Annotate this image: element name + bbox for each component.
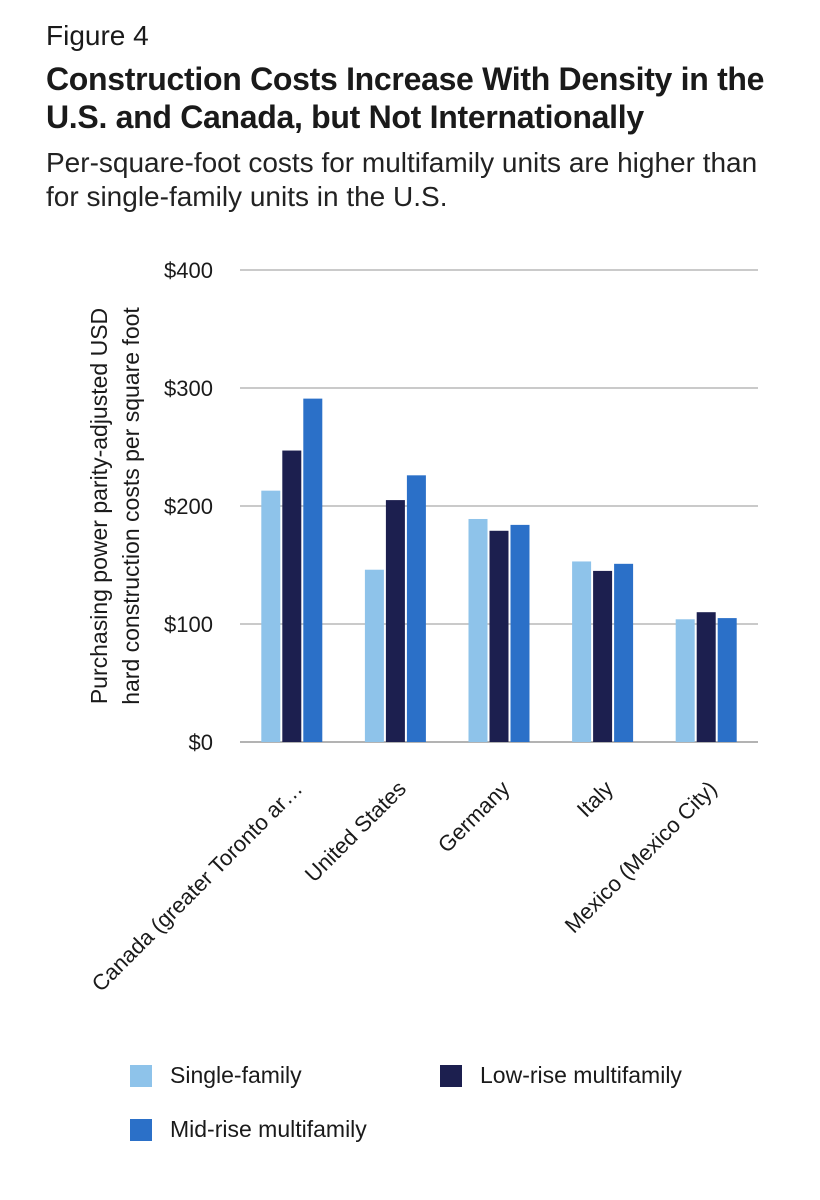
legend-label: Mid-rise multifamily <box>170 1116 367 1142</box>
x-tick-label: Canada (greater Toronto ar… <box>87 776 308 997</box>
legend-swatch <box>440 1064 462 1087</box>
legend: Single-family Low-rise multifamily Mid-ris… <box>130 1062 770 1172</box>
y-axis-label-line: Purchasing power parity-adjusted USD <box>86 308 112 704</box>
bar <box>282 450 302 742</box>
bar <box>572 561 592 742</box>
legend-swatch <box>130 1118 152 1141</box>
y-tick-label: $200 <box>164 494 213 519</box>
y-tick-label: $300 <box>164 376 213 401</box>
y-tick-label: $100 <box>164 612 213 637</box>
bar <box>261 490 281 742</box>
x-tick-label: Germany <box>433 776 515 858</box>
bar <box>593 570 613 742</box>
x-tick-label: Italy <box>572 776 618 822</box>
legend-item: Single-family <box>130 1062 302 1089</box>
y-tick-label: $400 <box>164 258 213 283</box>
bar <box>675 619 695 742</box>
bar <box>510 524 530 742</box>
legend-swatch <box>130 1064 152 1087</box>
bar <box>303 398 323 742</box>
bar <box>614 563 634 742</box>
chart-subtitle: Per-square-foot costs for multifamily un… <box>46 147 758 212</box>
bar <box>385 500 405 742</box>
bar <box>364 569 384 742</box>
y-axis-label-line: hard construction costs per square foot <box>118 307 144 705</box>
legend-label: Single-family <box>170 1062 302 1088</box>
legend-item: Mid-rise multifamily <box>130 1116 367 1143</box>
y-tick-label: $0 <box>189 730 213 755</box>
bar <box>406 475 426 742</box>
legend-label: Low-rise multifamily <box>480 1062 682 1088</box>
bar-chart: $0 $100 $200 $300 $400 Purchasing power parit… <box>86 258 758 997</box>
x-tick-label: United States <box>300 776 411 887</box>
bar <box>717 618 737 742</box>
figure-label: Figure 4 <box>46 20 149 51</box>
bar <box>489 530 509 742</box>
bar <box>696 612 716 742</box>
legend-item: Low-rise multifamily <box>440 1062 682 1089</box>
bar <box>468 518 488 742</box>
chart-title: Construction Costs Increase With Density… <box>46 61 765 135</box>
